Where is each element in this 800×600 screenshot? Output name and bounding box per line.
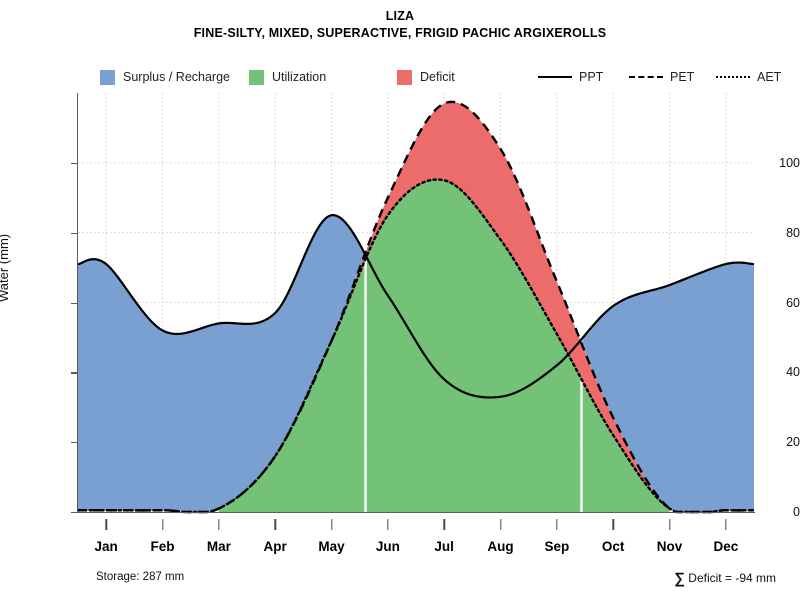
y-axis-label: Water (mm)	[0, 233, 11, 302]
plot-area	[76, 93, 756, 514]
x-tick-mark	[668, 519, 671, 530]
chart-legend: Surplus / Recharge Utilization Deficit PPT P…	[0, 68, 800, 88]
x-tick-mark	[105, 519, 107, 530]
x-tick-label: Mar	[206, 539, 231, 554]
x-tick-label: Sep	[544, 539, 570, 554]
page-title: LIZA	[385, 9, 415, 23]
legend-line-sample	[629, 70, 663, 84]
y-tick-label: 80	[786, 225, 800, 240]
legend-label: AET	[757, 70, 782, 84]
chart-title-block: LIZA FINE-SILTY, MIXED, SUPERACTIVE, FRI…	[0, 8, 800, 42]
x-tick-mark	[161, 519, 164, 530]
legend-label: Utilization	[272, 70, 327, 84]
legend-label: Surplus / Recharge	[123, 70, 231, 84]
x-tick-label: Dec	[713, 539, 739, 554]
deficit-annotation: ∑ Deficit = -94 mm	[674, 570, 776, 587]
band-surplus-recharge	[78, 215, 365, 512]
x-axis-line	[78, 512, 755, 514]
x-tick-label: Oct	[601, 539, 625, 554]
y-tick-mark	[71, 162, 78, 165]
legend-line-sample	[716, 70, 750, 84]
y-tick-mark	[71, 372, 78, 374]
legend-line-entry[interactable]: PPT	[538, 68, 603, 86]
band-deficit	[340, 101, 663, 503]
x-tick-label: Nov	[656, 539, 683, 554]
x-tick-mark	[218, 519, 220, 530]
legend-swatch-entry[interactable]: Surplus / Recharge	[100, 68, 230, 86]
x-tick-mark	[556, 519, 558, 530]
y-tick-mark	[71, 512, 78, 514]
x-tick-label: May	[318, 539, 345, 554]
plot-svg	[76, 93, 756, 514]
x-tick-mark	[443, 519, 445, 530]
series-line-pet	[78, 100, 755, 514]
legend-label: Deficit	[420, 70, 455, 84]
band-utilization	[366, 179, 581, 512]
legend-swatch-entry[interactable]: Deficit	[397, 68, 455, 86]
y-tick-label: 60	[786, 295, 800, 310]
legend-color-swatch	[100, 69, 115, 85]
series-line-ppt	[77, 214, 755, 399]
band-utilization	[582, 381, 670, 512]
y-tick-mark	[71, 232, 78, 234]
y-tick-mark	[71, 442, 78, 444]
x-tick-mark	[612, 519, 614, 530]
x-tick-label: Aug	[487, 539, 514, 554]
y-tick-label: 20	[786, 435, 800, 450]
legend-line-sample	[538, 70, 572, 84]
legend-label: PPT	[579, 70, 604, 84]
x-tick-label: Jan	[94, 539, 118, 554]
chart-subtitle: FINE-SILTY, MIXED, SUPERACTIVE, FRIGID P…	[193, 26, 607, 40]
x-tick-label: Jul	[434, 539, 454, 554]
storage-annotation: Storage: 287 mm	[96, 571, 185, 583]
x-tick-mark	[499, 519, 502, 530]
legend-line-entry[interactable]: PET	[629, 68, 694, 86]
legend-label: PET	[670, 70, 695, 84]
deficit-text: Deficit = -94 mm	[684, 571, 776, 585]
x-tick-mark	[330, 519, 333, 530]
y-tick-label: 0	[793, 505, 800, 519]
legend-swatch-entry[interactable]: Utilization	[249, 68, 326, 86]
x-tick-label: Jun	[375, 539, 400, 554]
legend-color-swatch	[249, 69, 264, 85]
sigma-icon: ∑	[674, 570, 685, 587]
x-tick-mark	[725, 519, 727, 530]
y-tick-label: 40	[786, 365, 800, 380]
y-tick-mark	[71, 302, 78, 304]
legend-line-entry[interactable]: AET	[716, 68, 781, 86]
legend-color-swatch	[397, 69, 412, 85]
band-surplus-recharge	[582, 262, 754, 512]
band-utilization	[218, 261, 365, 512]
x-tick-label: Feb	[150, 539, 175, 554]
x-tick-label: Apr	[263, 539, 287, 554]
y-tick-label: 100	[779, 155, 800, 170]
x-tick-mark	[274, 519, 276, 530]
x-tick-mark	[387, 519, 389, 530]
